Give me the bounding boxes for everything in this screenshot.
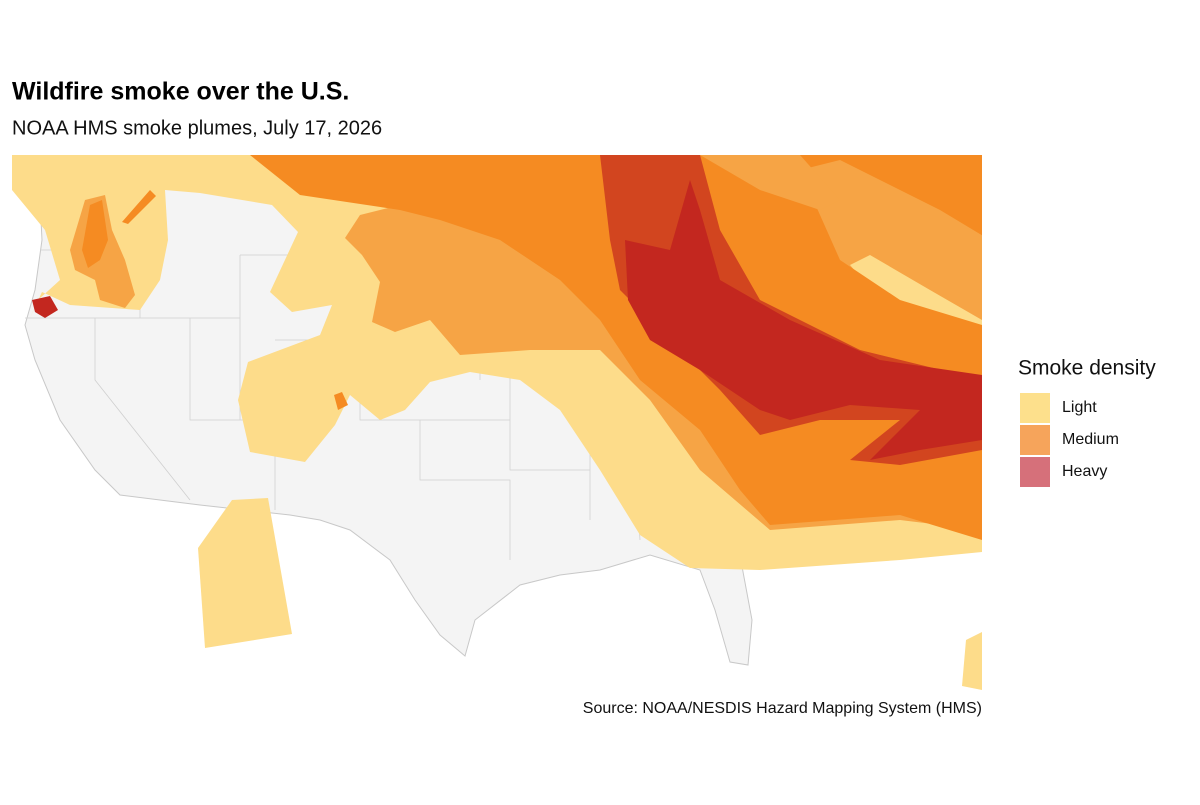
- title: Wildfire smoke over the U.S.: [12, 78, 349, 106]
- plume-orange: [250, 155, 982, 540]
- map: [12, 155, 982, 690]
- plume-orange: [334, 392, 348, 410]
- plume-orange: [122, 190, 156, 224]
- legend: Light Medium Heavy: [1020, 393, 1119, 487]
- legend-title: Smoke density: [1018, 357, 1156, 380]
- legend-label: Medium: [1062, 431, 1119, 448]
- legend-swatch: [1020, 393, 1050, 423]
- plume-medium: [700, 155, 840, 210]
- plume-light: [962, 632, 982, 690]
- legend-label: Light: [1062, 399, 1097, 416]
- subtitle: NOAA HMS smoke plumes, July 17, 2026: [12, 117, 382, 139]
- plume-heavy: [625, 180, 982, 460]
- plume-orange: [82, 200, 108, 268]
- plume-light: [198, 498, 292, 648]
- legend-swatch: [1020, 457, 1050, 487]
- plume-heavy: [32, 296, 58, 318]
- legend-swatch: [1020, 425, 1050, 455]
- source: Source: NOAA/NESDIS Hazard Mapping Syste…: [583, 700, 982, 717]
- smoke-plumes: [12, 155, 982, 690]
- legend-label: Heavy: [1062, 463, 1107, 480]
